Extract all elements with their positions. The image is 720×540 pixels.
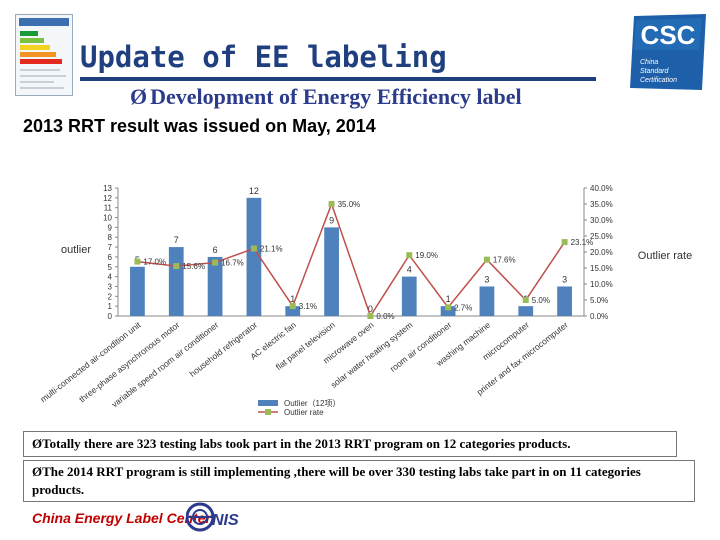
legend-label-outlier-rate: Outlier rate — [284, 408, 324, 417]
y2-tick-label: 5.0% — [590, 296, 608, 305]
y-tick-label: 6 — [108, 253, 113, 262]
bar-data-label: 3 — [562, 274, 567, 284]
footer-organization: China Energy Label Center, — [32, 510, 215, 526]
y-tick-label: 13 — [103, 184, 112, 193]
y-tick-label: 12 — [103, 194, 112, 203]
line-point — [250, 245, 257, 252]
bullet-arrow-icon: Ø — [32, 464, 43, 479]
line-point — [212, 259, 219, 266]
bar-data-label: 9 — [329, 215, 334, 225]
y2-tick-label: 25.0% — [590, 232, 613, 241]
bar — [518, 306, 534, 316]
y-tick-label: 10 — [103, 214, 112, 223]
legend-swatch-outlier — [258, 400, 278, 406]
line-point — [483, 256, 490, 263]
line-point — [406, 252, 413, 259]
line-data-label: 5.0% — [532, 296, 550, 305]
y2-tick-label: 40.0% — [590, 184, 613, 193]
outlier-chart: 0123456789101112130.0%5.0%10.0%15.0%20.0… — [38, 184, 692, 417]
bar — [401, 276, 417, 316]
outlier-rate-line — [137, 201, 566, 318]
y-tick-label: 9 — [108, 223, 113, 232]
nis-logo: NIS — [186, 502, 239, 532]
line-data-label: 19.0% — [415, 251, 438, 260]
legend-label-outlier: Outlier（12项） — [284, 399, 340, 408]
line-data-label: 2.7% — [454, 303, 472, 312]
y-axis-title: outlier — [61, 244, 91, 256]
y2-tick-label: 30.0% — [590, 216, 613, 225]
line-point — [173, 263, 180, 270]
bullet-arrow-icon: Ø — [32, 436, 43, 451]
bar — [440, 306, 456, 316]
bar-data-label: 0 — [368, 304, 373, 314]
bar — [168, 247, 184, 316]
bar — [479, 286, 495, 316]
csc-logo-subtext-1: China — [640, 59, 658, 66]
bar-data-label: 6 — [213, 245, 218, 255]
line-data-label: 17.6% — [493, 256, 516, 265]
line-data-label: 16.7% — [221, 259, 244, 268]
page-title: Update of EE labeling — [80, 40, 447, 74]
y2-tick-label: 15.0% — [590, 264, 613, 273]
line-point — [289, 303, 296, 310]
bar — [130, 266, 145, 316]
line-data-label: 21.1% — [260, 244, 283, 253]
bar — [285, 306, 301, 316]
y2-tick-label: 20.0% — [590, 248, 613, 257]
subtitle-text: Development of Energy Efficiency label — [150, 84, 522, 109]
bar-data-label: 1 — [446, 294, 451, 304]
note-box-2: ØThe 2014 RRT program is still implement… — [23, 460, 695, 502]
x-tick-label: household refrigerator — [187, 320, 259, 379]
y-tick-label: 11 — [104, 204, 113, 213]
csc-logo-text: CSC — [641, 20, 696, 50]
line-point — [561, 239, 568, 246]
bar-data-label: 3 — [484, 274, 489, 284]
line-data-label: 15.6% — [182, 262, 205, 271]
csc-logo: CSC China Standard Certification — [630, 14, 706, 90]
line-data-label: 17.0% — [143, 258, 166, 267]
csc-logo-subtext-2: Standard — [640, 68, 670, 75]
y2-tick-label: 10.0% — [590, 280, 613, 289]
line-data-label: 0.0% — [376, 312, 394, 321]
bar-data-label: 4 — [407, 265, 412, 275]
result-statement: 2013 RRT result was issued on May, 2014 — [23, 116, 376, 136]
line-point — [445, 304, 452, 311]
line-data-label: 3.1% — [299, 302, 317, 311]
y-tick-label: 8 — [108, 233, 113, 242]
energy-label-thumbnail — [15, 14, 73, 96]
y-tick-label: 1 — [108, 302, 113, 311]
legend-marker-outlier-rate — [265, 409, 271, 415]
note-text-1: Totally there are 323 testing labs took … — [42, 436, 571, 451]
line-point — [328, 201, 335, 207]
y-tick-label: 2 — [108, 292, 113, 301]
line-data-label: 35.0% — [338, 200, 361, 209]
y-tick-label: 4 — [108, 273, 113, 282]
y2-tick-label: 0.0% — [590, 312, 608, 321]
bar — [557, 286, 572, 316]
y2-tick-label: 35.0% — [590, 200, 613, 209]
line-data-label: 23.1% — [571, 238, 594, 247]
bar — [207, 256, 223, 316]
line-point — [134, 258, 141, 265]
nis-logo-text: NIS — [212, 512, 239, 529]
y-tick-label: 7 — [108, 243, 113, 252]
title-underline — [80, 77, 596, 81]
bar — [324, 227, 339, 316]
bar-data-label: 7 — [174, 235, 179, 245]
y2-axis-title: Outlier rate — [638, 250, 692, 262]
y-tick-label: 5 — [108, 263, 113, 272]
line-point — [522, 297, 529, 303]
note-text-2: The 2014 RRT program is still implementi… — [32, 464, 641, 497]
bar-data-label: 1 — [290, 294, 295, 304]
note-box-1: ØTotally there are 323 testing labs took… — [23, 431, 677, 457]
csc-logo-subtext-3: Certification — [640, 77, 677, 84]
y-tick-label: 0 — [108, 312, 113, 321]
line-point — [367, 313, 374, 319]
slide-subtitle: Ø Development of Energy Efficiency label — [130, 84, 522, 110]
bullet-arrow-icon: Ø — [130, 84, 148, 109]
y-tick-label: 3 — [108, 282, 113, 291]
bar-data-label: 12 — [249, 186, 259, 196]
bar — [246, 197, 262, 316]
